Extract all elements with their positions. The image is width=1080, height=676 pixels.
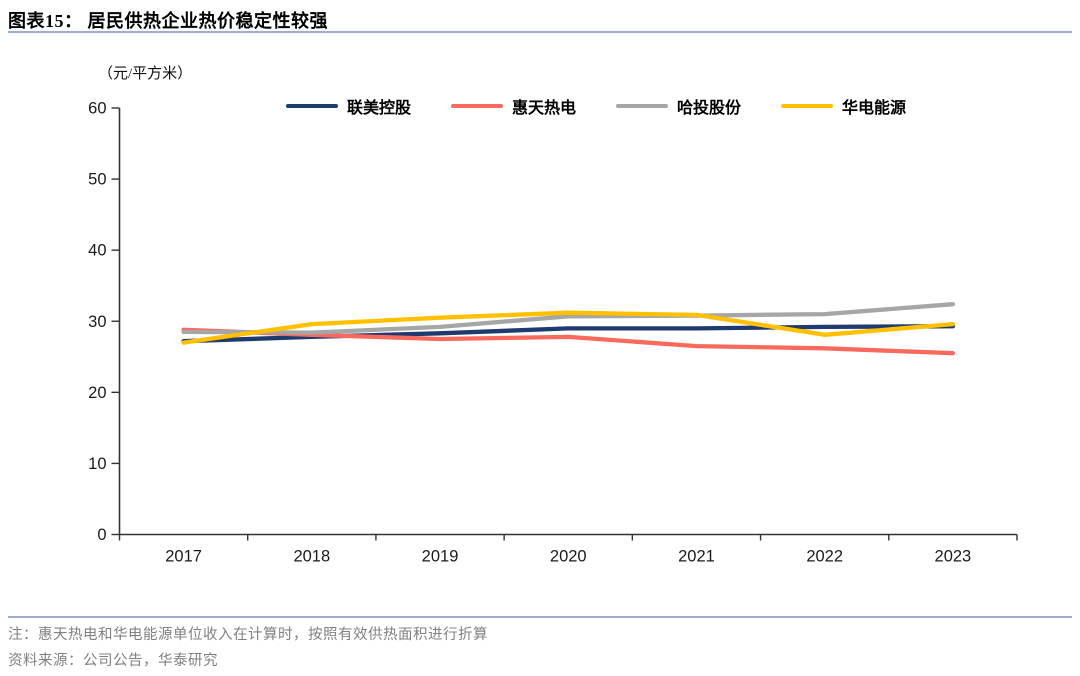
legend-swatch — [451, 103, 504, 109]
x-axis-tick-label: 2019 — [422, 548, 459, 566]
y-axis-tick-label: 10 — [88, 455, 106, 473]
x-axis-tick-label: 2023 — [935, 548, 972, 566]
figure-title: 图表15： 居民供热企业热价稳定性较强 — [8, 11, 328, 31]
line-chart: 0 10 20 30 40 50 60 2017 2018 2019 2020 2021 2022 202… — [88, 100, 1018, 566]
legend-label: 惠天热电 — [512, 100, 577, 117]
y-axis-unit-label: （元/平方米） — [98, 66, 193, 82]
footnote: 注：惠天热电和华电能源单位收入在计算时，按照有效供热面积进行折算 — [8, 627, 488, 643]
legend-swatch — [286, 103, 338, 109]
legend-label: 哈投股份 — [677, 100, 742, 117]
y-axis-tick-label: 20 — [88, 384, 106, 402]
chart-legend: 联美控股 惠天热电 哈投股份 华电能源 — [286, 94, 906, 118]
series-line-2 — [181, 302, 956, 335]
y-axis-tick-label: 30 — [88, 313, 106, 331]
title-divider — [8, 31, 1072, 33]
source-note: 资料来源：公司公告，华泰研究 — [8, 653, 218, 669]
legend-swatch — [781, 103, 834, 109]
legend-label: 联美控股 — [347, 100, 412, 117]
x-axis-tick-label: 2020 — [550, 548, 587, 566]
y-axis-tick-label: 50 — [88, 171, 106, 189]
series-line-3 — [181, 310, 956, 345]
legend-label: 华电能源 — [842, 100, 907, 117]
x-axis-tick-label: 2017 — [165, 548, 202, 566]
legend-item-0: 联美控股 — [286, 94, 411, 118]
series-line-1 — [181, 327, 956, 356]
y-axis-tick-label: 0 — [97, 526, 106, 544]
legend-swatch — [616, 103, 669, 109]
legend-item-2: 哈投股份 — [616, 94, 741, 118]
legend-item-1: 惠天热电 — [451, 94, 576, 118]
x-axis-tick-label: 2021 — [678, 548, 715, 566]
y-axis-tick-label: 60 — [88, 100, 106, 118]
footer-divider — [8, 616, 1072, 618]
legend-item-3: 华电能源 — [781, 94, 906, 118]
x-axis-tick-label: 2018 — [293, 548, 330, 566]
x-axis-tick-label: 2022 — [806, 548, 843, 566]
y-axis-tick-label: 40 — [88, 242, 106, 260]
